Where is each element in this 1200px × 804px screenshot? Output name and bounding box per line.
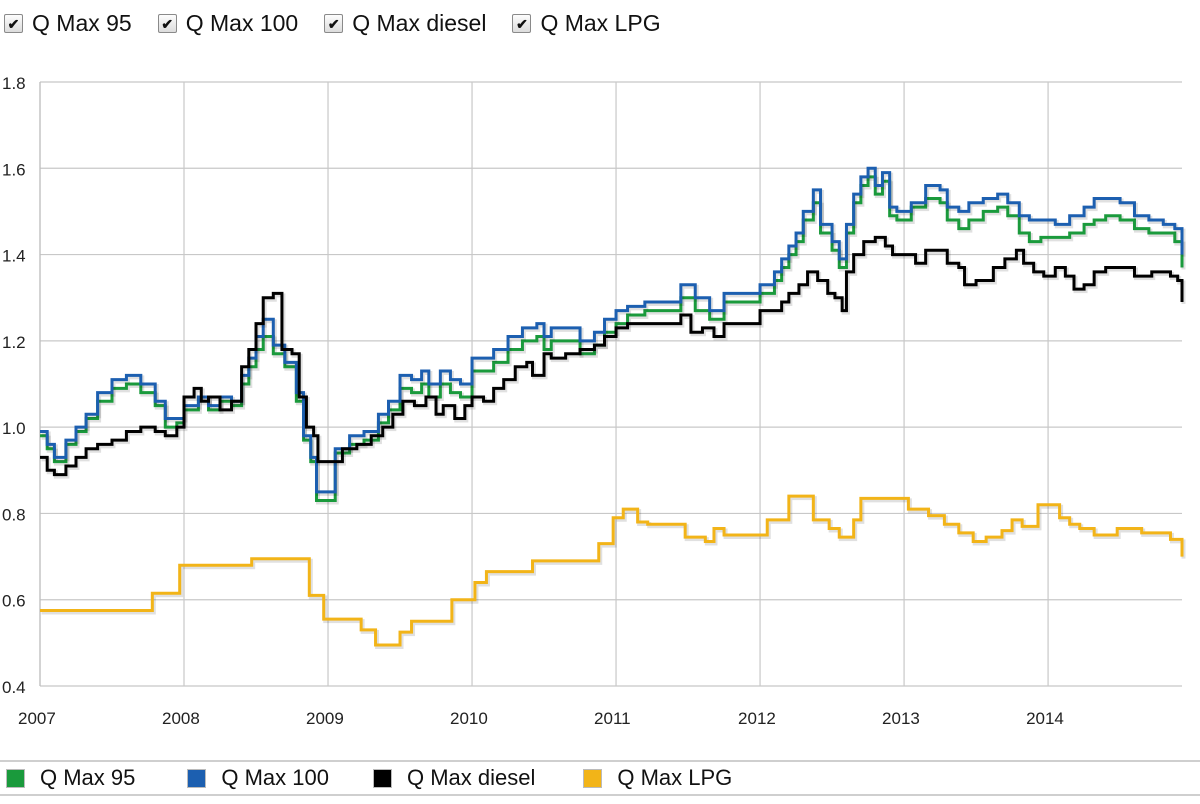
checkbox-checked-icon[interactable]: ✔ — [4, 14, 23, 33]
y-axis: 0.4 0.6 0.8 1.0 1.2 1.4 1.6 1.8 — [2, 74, 26, 697]
y-tick-label: 1.6 — [2, 160, 26, 179]
legend-label: Q Max LPG — [617, 765, 733, 790]
checkbox-checked-icon[interactable]: ✔ — [157, 14, 177, 33]
series-shadow — [41, 237, 1186, 479]
toggle-label: Q Max LPG — [540, 10, 661, 36]
legend: Q Max 95 Q Max 100 Q Max diesel Q Max LP… — [0, 760, 1200, 796]
legend-label: Q Max 95 — [40, 765, 136, 790]
x-tick-label: 2011 — [594, 709, 631, 728]
x-tick-label: 2010 — [450, 709, 488, 728]
series-line-q-max-diesel[interactable] — [40, 235, 1184, 477]
series-line-q-max-100[interactable] — [40, 166, 1184, 494]
y-tick-label: 0.4 — [2, 678, 26, 697]
legend-swatch — [583, 768, 603, 788]
y-tick-label: 0.8 — [2, 505, 26, 524]
toggle-q-max-diesel[interactable]: ✔ Q Max diesel — [324, 10, 486, 37]
toggle-label: Q Max 95 — [32, 10, 132, 36]
y-tick-label: 1.8 — [2, 74, 26, 93]
x-tick-label: 2012 — [738, 709, 776, 728]
x-tick-label: 2008 — [162, 709, 200, 728]
toggle-q-max-95[interactable]: ✔ Q Max 95 — [4, 10, 132, 37]
legend-label: Q Max diesel — [406, 765, 536, 790]
x-tick-label: 2014 — [1026, 709, 1064, 728]
checkbox-checked-icon[interactable]: ✔ — [512, 14, 532, 33]
legend-swatch — [187, 768, 207, 788]
legend-item-q-max-100[interactable]: Q Max 100 — [181, 765, 329, 791]
legend-label: Q Max 100 — [221, 765, 329, 790]
fuel-price-chart: 0.4 0.6 0.8 1.0 1.2 1.4 1.6 1.8 2007 2008 2009 201… — [2, 74, 1186, 728]
series-line-q-max-lpg[interactable] — [40, 494, 1184, 647]
grid — [39, 81, 1182, 687]
y-tick-label: 0.6 — [2, 592, 26, 611]
series-toggle-bar: ✔ Q Max 95 ✔ Q Max 100 ✔ Q Max diesel ✔ … — [4, 10, 687, 37]
toggle-q-max-lpg[interactable]: ✔ Q Max LPG — [512, 10, 661, 37]
x-axis: 2007 2008 2009 2010 2011 2012 2013 2014 — [18, 709, 1064, 728]
legend-item-q-max-lpg[interactable]: Q Max LPG — [577, 765, 732, 791]
legend-swatch — [6, 768, 25, 788]
series-lines — [40, 166, 1186, 650]
legend-item-q-max-95[interactable]: Q Max 95 — [0, 765, 135, 791]
y-tick-label: 1.4 — [2, 247, 26, 266]
x-tick-label: 2009 — [306, 709, 344, 728]
x-tick-label: 2013 — [882, 709, 920, 728]
checkbox-checked-icon[interactable]: ✔ — [324, 14, 344, 33]
y-tick-label: 1.2 — [2, 333, 26, 352]
x-tick-label: 2007 — [18, 709, 56, 728]
toggle-label: Q Max 100 — [185, 10, 299, 36]
legend-swatch — [372, 768, 392, 788]
toggle-q-max-100[interactable]: ✔ Q Max 100 — [157, 10, 299, 37]
legend-item-q-max-diesel[interactable]: Q Max diesel — [367, 765, 535, 791]
y-tick-label: 1.0 — [2, 419, 26, 438]
toggle-label: Q Max diesel — [352, 10, 487, 36]
